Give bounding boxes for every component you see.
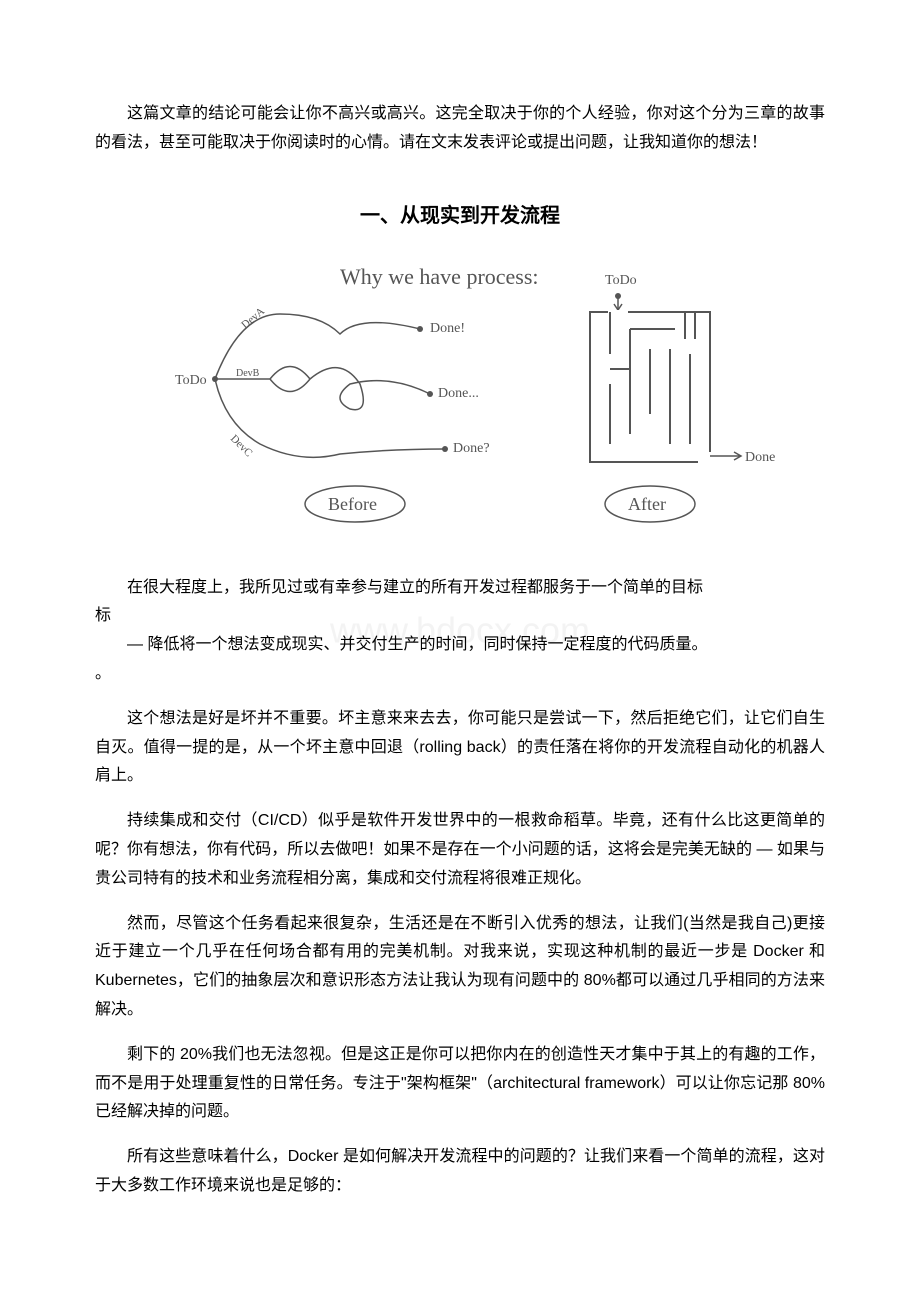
- intro-paragraph: 这篇文章的结论可能会让你不高兴或高兴。这完全取决于你的个人经验，你对这个分为三章…: [95, 100, 825, 158]
- watermark-section: www.bdocx.com 在很大程度上，我所见过或有幸参与建立的所有开发过程都…: [95, 574, 825, 689]
- section1-p6: 所有这些意味着什么，Docker 是如何解决开发流程中的问题的？让我们来看一个简…: [95, 1143, 825, 1201]
- after-label: After: [628, 494, 666, 514]
- done3-dot: [442, 446, 448, 452]
- section1-p1-label: 标: [95, 602, 825, 631]
- done1-dot: [417, 326, 423, 332]
- section1-p1: 在很大程度上，我所见过或有幸参与建立的所有开发过程都服务于一个简单的目标: [95, 574, 825, 603]
- deva-label: DevA: [239, 305, 267, 331]
- section1-title: 一、从现实到开发流程: [95, 198, 825, 234]
- process-diagram: Why we have process: ToDo DevA Done! Dev…: [95, 254, 825, 534]
- diagram-title-text: Why we have process:: [340, 264, 539, 289]
- section1-p1-end: 。: [95, 660, 825, 689]
- done1-label: Done!: [430, 321, 465, 336]
- before-label: Before: [328, 494, 377, 514]
- section1-p4: 然而，尽管这个任务看起来很复杂，生活还是在不断引入优秀的想法，让我们(当然是我自…: [95, 910, 825, 1025]
- sketch-svg: Why we have process: ToDo DevA Done! Dev…: [140, 254, 780, 534]
- intro-p1: 这篇文章的结论可能会让你不高兴或高兴。这完全取决于你的个人经验，你对这个分为三章…: [95, 100, 825, 158]
- done2-label: Done...: [438, 386, 479, 401]
- section1-p2: 这个想法是好是坏并不重要。坏主意来来去去，你可能只是尝试一下，然后拒绝它们，让它…: [95, 705, 825, 791]
- section1-p5: 剩下的 20%我们也无法忽视。但是这正是你可以把你内在的创造性天才集中于其上的有…: [95, 1041, 825, 1127]
- todo-left-label: ToDo: [175, 373, 207, 388]
- done-right-label: Done: [745, 450, 775, 465]
- done2-dot: [427, 391, 433, 397]
- todo-right-label: ToDo: [605, 273, 637, 288]
- section1-p3: 持续集成和交付（CI/CD）似乎是软件开发世界中的一根救命稻草。毕竟，还有什么比…: [95, 807, 825, 893]
- section1-p1-cont: — 降低将一个想法变成现实、并交付生产的时间，同时保持一定程度的代码质量。: [95, 631, 825, 660]
- maze-exit: [698, 452, 712, 464]
- devb-label: DevB: [236, 368, 260, 379]
- done3-label: Done?: [453, 441, 490, 456]
- devc-label: DevC: [228, 432, 255, 459]
